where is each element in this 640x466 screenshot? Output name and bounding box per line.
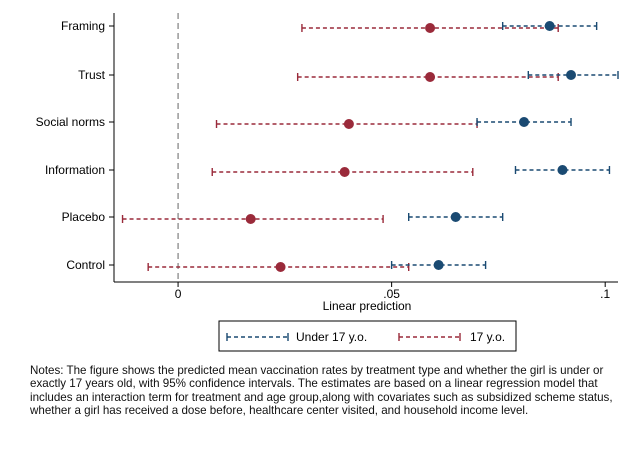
estimate-point-under-17	[433, 260, 444, 270]
estimate-point-under-17	[519, 117, 530, 127]
estimate-point-17	[245, 214, 256, 224]
estimate-point-17	[275, 262, 286, 272]
x-tick-label: .1	[600, 287, 610, 301]
estimate-point-17	[425, 23, 436, 33]
y-tick-label: Placebo	[62, 210, 106, 224]
estimate-point-under-17	[450, 212, 461, 222]
y-tick-label: Trust	[78, 68, 106, 82]
estimate-point-17	[339, 167, 350, 177]
x-tick-label: 0	[175, 287, 182, 301]
estimate-point-under-17	[544, 21, 555, 31]
estimate-point-under-17	[557, 165, 568, 175]
legend-box	[218, 320, 517, 352]
plot-area: 0 .05 .1 Framing Trust Social norms Informatio…	[36, 13, 619, 301]
estimate-point-17	[425, 72, 436, 82]
x-tick-label: .05	[383, 287, 400, 301]
estimate-point-17	[343, 119, 354, 129]
y-tick-label: Framing	[61, 19, 105, 33]
y-tick-label: Control	[66, 258, 105, 272]
estimate-point-under-17	[566, 70, 577, 80]
x-axis-title: Linear prediction	[323, 299, 412, 313]
legend-label-17: 17 y.o.	[470, 330, 505, 344]
y-tick-label: Information	[45, 163, 105, 177]
y-tick-label: Social norms	[36, 115, 105, 129]
legend: Under 17 y.o. 17 y.o.	[218, 320, 517, 352]
legend-label-under-17: Under 17 y.o.	[296, 330, 367, 344]
figure-notes: Notes: The figure shows the predicted me…	[30, 364, 613, 417]
